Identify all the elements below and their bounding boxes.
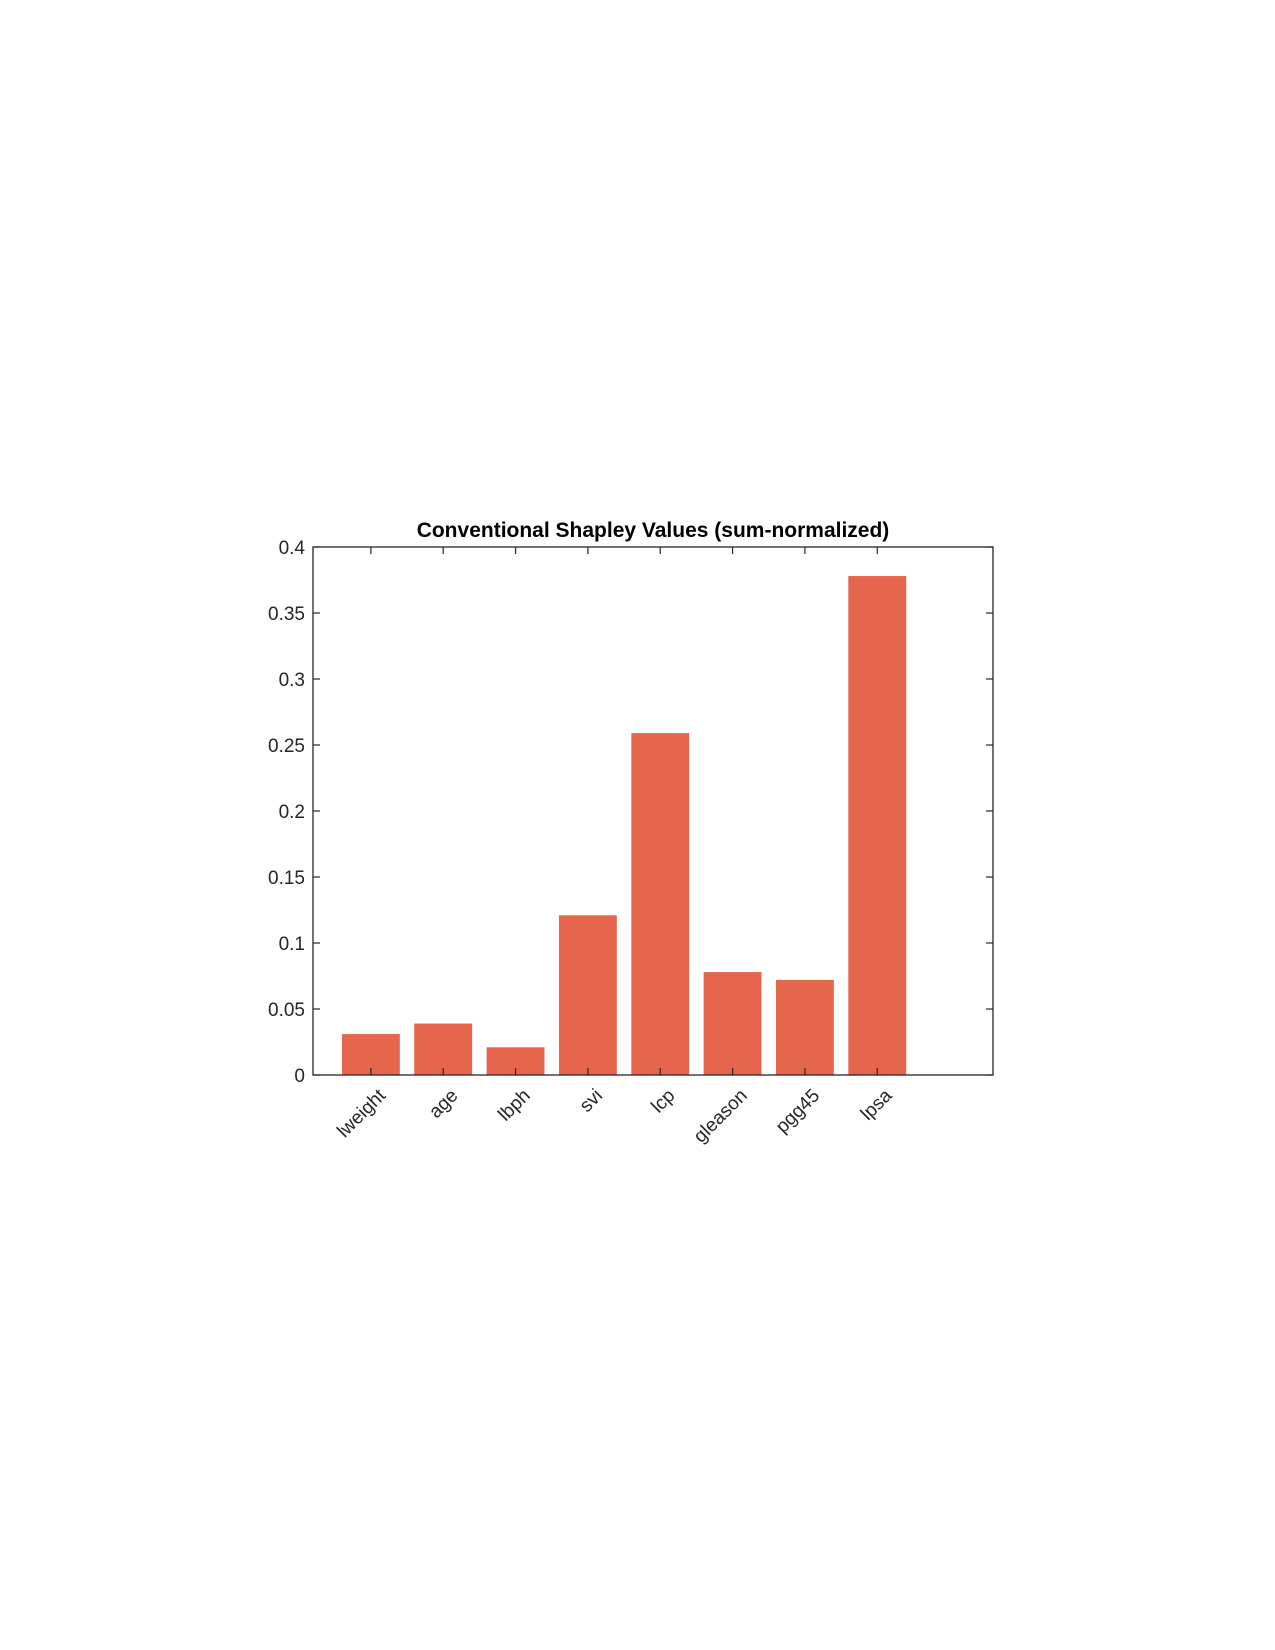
y-tick-label: 0.4 [279,538,306,559]
x-tick-label-lbph: lbph [494,1085,534,1125]
x-tick-label-pgg45: pgg45 [772,1085,824,1137]
x-tick-label-age: age [425,1085,462,1122]
bar-gleason [703,972,762,1075]
bar-svi [558,915,617,1075]
bar-age [414,1023,473,1075]
x-tick-label-lpsa: lpsa [857,1085,897,1125]
x-tick-label-svi: svi [576,1085,607,1116]
y-tick-label: 0.2 [279,802,305,823]
y-ticks-group: 0 0.05 0.1 0.15 0.2 0.25 0.3 0.35 0.4 [268,538,993,1087]
x-tick-label-gleason: gleason [690,1085,752,1147]
bars-group [341,576,907,1075]
y-tick-label: 0.35 [268,604,305,625]
y-tick-label: 0.3 [279,670,305,691]
y-tick-label: 0.15 [268,868,305,889]
bar-pgg45 [775,979,834,1075]
bar-lcp [631,733,690,1075]
chart-title: Conventional Shapley Values (sum-normali… [417,519,890,542]
x-tick-label-lcp: lcp [647,1085,679,1117]
y-tick-label: 0.1 [279,934,305,955]
y-tick-label: 0.25 [268,736,305,757]
y-tick-label: 0.05 [268,1000,305,1021]
x-tick-label-lweight: lweight [333,1085,390,1142]
y-tick-label: 0 [294,1066,305,1087]
bar-lpsa [848,576,907,1075]
